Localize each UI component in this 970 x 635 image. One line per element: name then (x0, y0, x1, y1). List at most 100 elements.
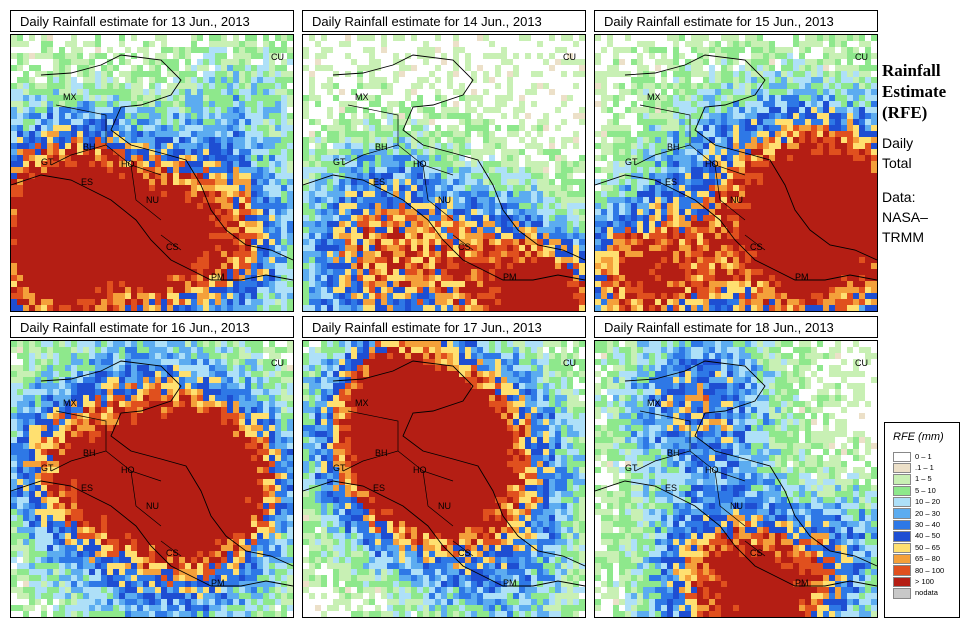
legend-swatch (893, 576, 911, 588)
legend-entry: 65 – 80 (893, 554, 944, 565)
rainfall-grid (303, 341, 585, 617)
legend-entry: 5 – 10 (893, 485, 944, 497)
sidebar-info: Rainfall Estimate (RFE) Daily Total Data… (882, 60, 968, 247)
country-label: CU (271, 358, 284, 368)
country-label: PM (211, 272, 225, 282)
rainfall-map: MX BH GT HO ES NU CS PM CU (594, 340, 878, 618)
sidebar-data-line: NASA– (882, 209, 928, 225)
country-label: MX (63, 398, 77, 408)
country-label: HO (705, 159, 719, 169)
country-label: NU (730, 501, 743, 511)
country-label: HO (413, 465, 427, 475)
rainfall-grid (11, 341, 293, 617)
coastline (595, 54, 877, 281)
legend-swatch (893, 519, 911, 531)
country-label: GT (625, 463, 638, 473)
country-label: NU (438, 501, 451, 511)
rainfall-grid (11, 35, 293, 311)
legend-label: nodata (915, 588, 938, 598)
legend-swatch (893, 565, 911, 576)
legend-entry: 0 – 1 (893, 451, 944, 462)
country-label: NU (146, 501, 159, 511)
panel-title: Daily Rainfall estimate for 17 Jun., 201… (302, 316, 586, 338)
rainfall-grid (595, 341, 877, 617)
legend-label: 80 – 100 (915, 565, 945, 575)
legend-entry: nodata (893, 588, 944, 599)
legend-label: 10 – 20 (915, 497, 941, 507)
country-label: ES (373, 483, 385, 493)
legend-title: RFE (mm) (893, 431, 944, 443)
country-label: ES (665, 177, 677, 187)
country-label: BH (83, 142, 96, 152)
map-panel-2: Daily Rainfall estimate for 14 Jun., 201… (302, 10, 586, 312)
legend-entry: 20 – 30 (893, 508, 944, 519)
legend-label: .1 – 1 (915, 463, 934, 473)
map-panel-3: Daily Rainfall estimate for 15 Jun., 201… (594, 10, 878, 312)
country-label: CU (563, 52, 576, 62)
coastline (303, 360, 585, 587)
legend-swatch (893, 485, 911, 497)
legend-label: 1 – 5 (915, 474, 932, 484)
rainfall-map: MX BH GT HO ES NU CS PM CU (594, 34, 878, 312)
panel-title: Daily Rainfall estimate for 18 Jun., 201… (594, 316, 878, 338)
sidebar-title-line: Estimate (882, 82, 947, 101)
country-label: BH (375, 448, 388, 458)
country-label: HO (413, 159, 427, 169)
legend-label: 40 – 50 (915, 531, 941, 541)
country-label: NU (730, 195, 743, 205)
legend-entry: 40 – 50 (893, 531, 944, 542)
sidebar-data-line: Data: (882, 189, 916, 205)
country-label: PM (795, 272, 809, 282)
panel-title: Daily Rainfall estimate for 16 Jun., 201… (10, 316, 294, 338)
map-panel-6: Daily Rainfall estimate for 18 Jun., 201… (594, 316, 878, 618)
rainfall-map: MX BH GT HO ES NU CS PM CU (302, 34, 586, 312)
legend-label: 20 – 30 (915, 508, 941, 518)
country-label: MX (355, 398, 369, 408)
country-label: HO (121, 159, 135, 169)
legend-swatch (893, 554, 911, 565)
legend-entry: 80 – 100 (893, 565, 944, 576)
country-label: CS (458, 242, 471, 252)
legend-swatch (893, 462, 911, 474)
country-label: BH (667, 142, 680, 152)
legend-swatch (893, 508, 911, 519)
country-label: PM (211, 578, 225, 588)
legend-entry: 10 – 20 (893, 497, 944, 508)
rainfall-grid (595, 35, 877, 311)
country-label: ES (81, 483, 93, 493)
coastline (11, 54, 293, 281)
country-label: CU (855, 358, 868, 368)
legend-label: 5 – 10 (915, 485, 936, 495)
country-label: GT (41, 463, 54, 473)
country-borders (634, 410, 766, 557)
country-label: PM (795, 578, 809, 588)
country-label: MX (63, 92, 77, 102)
country-label: ES (373, 177, 385, 187)
country-borders (634, 104, 766, 251)
country-label: HO (705, 465, 719, 475)
country-label: CU (855, 52, 868, 62)
legend-swatch (893, 451, 911, 462)
country-borders (50, 410, 182, 557)
country-label: PM (503, 272, 517, 282)
legend-label: > 100 (915, 576, 934, 586)
panel-title: Daily Rainfall estimate for 15 Jun., 201… (594, 10, 878, 32)
sidebar-title-line: Rainfall (882, 61, 941, 80)
country-label: CS (458, 548, 471, 558)
country-label: GT (333, 463, 346, 473)
legend-entry: 50 – 65 (893, 542, 944, 554)
rainfall-map: MX BH GT HO ES NU CS PM CU (302, 340, 586, 618)
panel-title: Daily Rainfall estimate for 13 Jun., 201… (10, 10, 294, 32)
rainfall-map: MX BH GT HO ES NU CS PM CU (10, 34, 294, 312)
legend-swatch (893, 531, 911, 542)
legend-swatch (893, 474, 911, 485)
legend-swatch (893, 588, 911, 599)
panel-title: Daily Rainfall estimate for 14 Jun., 201… (302, 10, 586, 32)
coastline (595, 360, 877, 587)
country-label: NU (146, 195, 159, 205)
sidebar-daily-line: Total (882, 155, 912, 171)
legend-label: 50 – 65 (915, 542, 941, 552)
country-label: GT (333, 157, 346, 167)
legend-entry: > 100 (893, 576, 944, 588)
